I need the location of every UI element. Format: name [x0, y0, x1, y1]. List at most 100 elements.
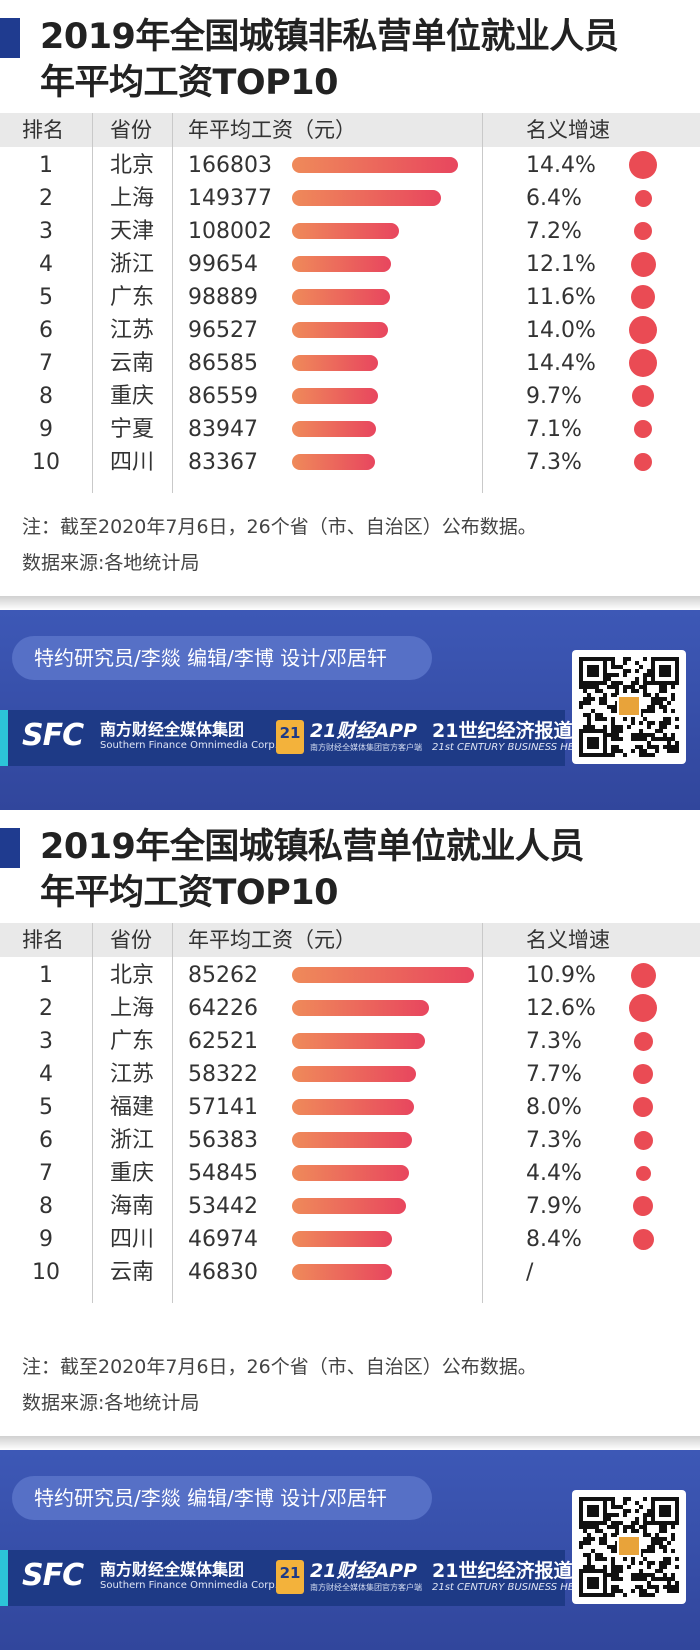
- table-row: 3 广东 62521 7.3%: [0, 1024, 700, 1059]
- header-province: 省份: [110, 928, 152, 952]
- wage-value: 62521: [188, 1029, 258, 1054]
- province-label: 北京: [110, 153, 155, 178]
- wage-value: 96527: [188, 318, 258, 343]
- header-province: 省份: [110, 118, 152, 142]
- sfc-english-name: Southern Finance Omnimedia Corp.: [100, 1580, 278, 1591]
- table-header: 排名 省份 年平均工资（元） 名义增速: [0, 923, 700, 957]
- rank-label: 9: [39, 1227, 53, 1252]
- chart-title-line1: 2019年全国城镇私营单位就业人员: [40, 827, 584, 867]
- app-subtitle: 南方财经全媒体集团官方客户端: [310, 1583, 422, 1592]
- growth-dot: [632, 385, 654, 407]
- rank-label: 4: [39, 252, 53, 277]
- qr-code-icon[interactable]: [572, 1490, 686, 1604]
- chart-title-line1: 2019年全国城镇非私营单位就业人员: [40, 17, 619, 57]
- growth-label: 14.0%: [526, 318, 596, 343]
- wage-bar: [292, 1066, 416, 1082]
- herald-name: 21世纪经济报道: [432, 720, 573, 742]
- header-growth: 名义增速: [526, 118, 610, 142]
- province-label: 云南: [110, 351, 155, 376]
- province-label: 上海: [110, 186, 155, 211]
- wage-bar: [292, 1000, 429, 1016]
- growth-dot: [635, 1165, 651, 1181]
- wage-bar: [292, 355, 378, 371]
- wage-value: 54845: [188, 1161, 258, 1186]
- growth-label: /: [526, 1260, 534, 1285]
- growth-label: 7.7%: [526, 1062, 582, 1087]
- province-label: 重庆: [110, 384, 155, 409]
- rank-label: 4: [39, 1062, 53, 1087]
- growth-label: 14.4%: [526, 153, 596, 178]
- wage-bar: [292, 1165, 409, 1181]
- wage-value: 108002: [188, 219, 272, 244]
- table-row: 5 福建 57141 8.0%: [0, 1090, 700, 1125]
- qr-code-icon[interactable]: [572, 650, 686, 764]
- growth-label: 7.1%: [526, 417, 582, 442]
- wage-bar: [292, 1033, 425, 1049]
- growth-dot: [633, 1130, 653, 1150]
- wage-value: 83947: [188, 417, 258, 442]
- title-accent-bar: [0, 18, 20, 58]
- footer-banner: 特约研究员/李燚 编辑/李博 设计/邓居轩 SFC 南方财经全媒体集团 Sout…: [0, 610, 700, 810]
- table-row: 6 浙江 56383 7.3%: [0, 1123, 700, 1158]
- wage-bar: [292, 322, 388, 338]
- rank-label: 5: [39, 285, 53, 310]
- province-label: 江苏: [110, 1062, 155, 1087]
- wage-value: 46830: [188, 1260, 258, 1285]
- growth-label: 4.4%: [526, 1161, 582, 1186]
- province-label: 四川: [110, 450, 155, 475]
- rank-label: 5: [39, 1095, 53, 1120]
- growth-dot: [632, 1228, 654, 1250]
- rank-label: 1: [39, 153, 53, 178]
- header-rank: 排名: [22, 118, 64, 142]
- rank-label: 6: [39, 1128, 53, 1153]
- table-row: 3 天津 108002 7.2%: [0, 214, 700, 249]
- rank-label: 6: [39, 318, 53, 343]
- wage-value: 56383: [188, 1128, 258, 1153]
- column-divider: [482, 113, 483, 493]
- table-body: 1 北京 85262 10.9% 2 上海 64226 12.6% 3 广东 62521 7.3% 4 江…: [0, 958, 700, 1308]
- wage-value: 85262: [188, 963, 258, 988]
- wage-value: 86585: [188, 351, 258, 376]
- growth-dot: [633, 1064, 653, 1084]
- column-divider: [172, 113, 173, 493]
- table-header: 排名 省份 年平均工资（元） 名义增速: [0, 113, 700, 147]
- source-text: 数据来源:各地统计局: [22, 552, 200, 574]
- table-row: 2 上海 149377 6.4%: [0, 181, 700, 216]
- wage-bar: [292, 157, 458, 173]
- column-divider: [92, 923, 93, 1303]
- table-row: 7 云南 86585 14.4%: [0, 346, 700, 381]
- note-text: 注：截至2020年7月6日，26个省（市、自治区）公布数据。: [22, 1356, 537, 1378]
- header-wage: 年平均工资（元）: [188, 118, 356, 142]
- growth-label: 8.4%: [526, 1227, 582, 1252]
- growth-label: 6.4%: [526, 186, 582, 211]
- wage-value: 149377: [188, 186, 272, 211]
- table-row: 5 广东 98889 11.6%: [0, 280, 700, 315]
- wage-value: 58322: [188, 1062, 258, 1087]
- wage-bar: [292, 421, 376, 437]
- growth-label: 7.2%: [526, 219, 582, 244]
- table-row: 10 四川 83367 7.3%: [0, 445, 700, 480]
- sfc-logo-icon: SFC: [22, 718, 84, 753]
- wage-value: 64226: [188, 996, 258, 1021]
- 21-app-logo-icon: 21: [276, 1560, 304, 1594]
- chart-section-2: 2019年全国城镇私营单位就业人员 年平均工资TOP10 排名 省份 年平均工资…: [0, 810, 700, 1450]
- wage-value: 53442: [188, 1194, 258, 1219]
- growth-label: 11.6%: [526, 285, 596, 310]
- rank-label: 1: [39, 963, 53, 988]
- table-row: 9 宁夏 83947 7.1%: [0, 412, 700, 447]
- sfc-name: 南方财经全媒体集团: [100, 720, 245, 739]
- wage-value: 57141: [188, 1095, 258, 1120]
- province-label: 北京: [110, 963, 155, 988]
- table-row: 4 浙江 99654 12.1%: [0, 247, 700, 282]
- growth-label: 7.3%: [526, 450, 582, 475]
- logo-strip: SFC 南方财经全媒体集团 Southern Finance Omnimedia…: [0, 710, 601, 766]
- wage-bar: [292, 1132, 412, 1148]
- rank-label: 9: [39, 417, 53, 442]
- footer-banner: 特约研究员/李燚 编辑/李博 设计/邓居轩 SFC 南方财经全媒体集团 Sout…: [0, 1450, 700, 1650]
- credits-pill: 特约研究员/李燚 编辑/李博 设计/邓居轩: [12, 1476, 432, 1520]
- wage-bar: [292, 1264, 392, 1280]
- sfc-logo-icon: SFC: [22, 1558, 84, 1593]
- app-name: 21财经APP: [310, 720, 417, 742]
- growth-label: 7.3%: [526, 1128, 582, 1153]
- sfc-english-name: Southern Finance Omnimedia Corp.: [100, 740, 278, 751]
